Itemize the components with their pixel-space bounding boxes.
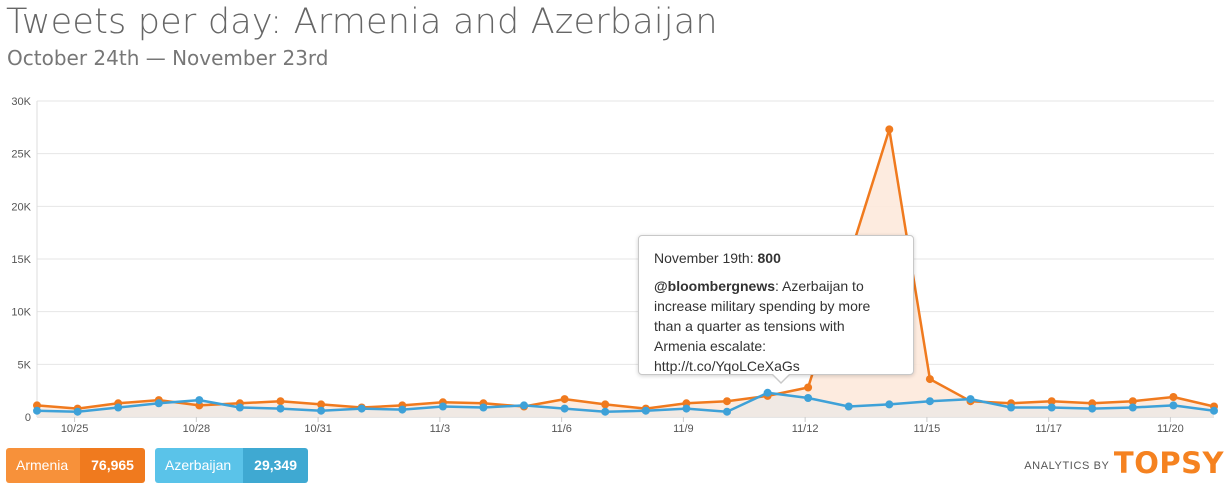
data-point-azerbaijan [601,407,610,416]
tooltip-handle[interactable]: @bloombergnews [654,278,775,294]
data-point-azerbaijan [73,407,82,416]
data-point-azerbaijan [804,394,813,402]
legend-azerbaijan-total: 29,349 [243,448,308,483]
x-tick-label: 11/12 [792,423,819,435]
data-point-azerbaijan [276,404,285,413]
x-tick-label: 10/31 [304,423,332,435]
data-point-azerbaijan [114,403,123,412]
data-point-azerbaijan [682,404,691,413]
tooltip-text: : Azerbaijan to increase military spendi… [654,278,871,374]
x-tick-label: 11/15 [914,423,941,435]
data-point-armenia [317,400,326,409]
y-tick-label: 0 [25,412,31,424]
data-point-azerbaijan [560,404,569,413]
data-point-armenia [1169,393,1178,401]
data-point-azerbaijan [520,401,528,410]
branding-prefix: ANALYTICS BY [1024,460,1110,472]
data-point-azerbaijan [1128,403,1137,412]
data-point-azerbaijan [1210,406,1218,415]
data-point-armenia [276,397,285,406]
tooltip: November 19th: 800 @bloombergnews: Azerb… [638,235,914,384]
data-point-azerbaijan [317,406,326,415]
data-point-azerbaijan [1169,401,1178,410]
data-point-armenia [601,400,610,409]
data-point-azerbaijan [641,406,650,415]
y-tick-label: 5K [18,359,32,371]
chart-title: Tweets per day: Armenia and Azerbaijan [6,2,718,42]
data-point-armenia [804,383,813,392]
y-tick-label: 25K [11,149,31,161]
tooltip-caret [771,373,791,384]
data-point-azerbaijan [357,404,366,413]
series-line-azerbaijan [36,391,1215,413]
x-tick-label: 11/3 [430,423,451,435]
legend-armenia[interactable]: Armenia 76,965 [6,448,145,483]
data-point-azerbaijan [398,405,407,414]
y-tick-label: 15K [11,254,31,266]
x-tick-label: 11/20 [1157,423,1184,435]
tooltip-value: 800 [757,250,781,266]
data-point-azerbaijan [438,402,447,411]
tooltip-header: November 19th: 800 [654,248,899,268]
y-tick-label: 20K [11,201,31,213]
data-point-azerbaijan [885,400,894,409]
data-point-armenia [723,397,731,406]
data-point-armenia [1128,397,1137,406]
chart-subtitle: October 24th — November 23rd [7,46,329,70]
x-tick-label: 11/9 [673,423,694,435]
data-point-azerbaijan [723,407,731,416]
data-point-azerbaijan [1047,403,1056,412]
x-tick-label: 10/25 [61,423,89,435]
series-area-armenia [37,129,1214,417]
x-tick-label: 11/17 [1035,423,1062,435]
legend-armenia-total: 76,965 [80,448,145,483]
data-point-azerbaijan [966,395,975,404]
data-point-azerbaijan [154,399,163,408]
topsy-branding[interactable]: ANALYTICS BY TOPSY [1024,446,1224,480]
tweets-line-chart: 0 5K 10K 15K 20K 25K 30K 10/25 10/28 10/31 11/3 11/… [11,96,1218,435]
data-point-azerbaijan [1007,403,1016,412]
data-point-azerbaijan [195,396,204,405]
y-tick-label: 30K [11,96,31,108]
x-tick-label: 10/28 [183,423,211,435]
legend-azerbaijan[interactable]: Azerbaijan 29,349 [155,448,308,483]
data-point-azerbaijan [925,397,934,406]
data-point-armenia [560,395,569,404]
legend-armenia-label: Armenia [6,448,81,483]
data-point-azerbaijan [235,403,244,412]
data-point-armenia [1047,397,1056,406]
data-point-azerbaijan [33,406,41,415]
data-point-armenia [885,125,894,134]
data-point-azerbaijan [763,388,772,397]
data-point-armenia [925,375,934,384]
y-tick-label: 10K [11,307,31,319]
topsy-logo: TOPSY [1113,446,1224,480]
tooltip-date: November 19th: [654,250,758,266]
data-point-azerbaijan [844,402,853,411]
x-tick-label: 11/6 [551,423,572,435]
series-line-armenia [36,128,1215,410]
data-point-azerbaijan [479,403,488,412]
tooltip-tweet: @bloombergnews: Azerbaijan to increase m… [654,276,899,376]
data-point-azerbaijan [1088,404,1097,413]
legend-azerbaijan-label: Azerbaijan [155,448,244,483]
